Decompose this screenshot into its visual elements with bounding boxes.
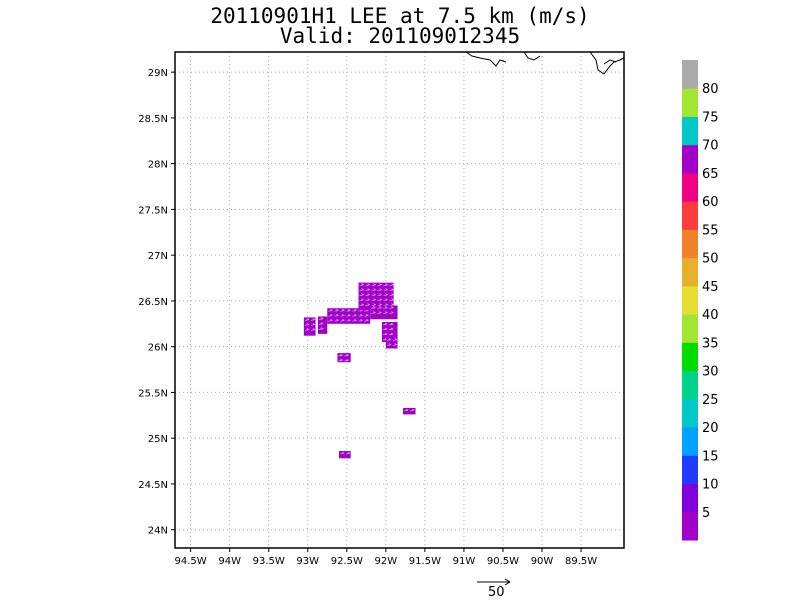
reference-vector: 50 [477,578,511,600]
colorbar-swatch [682,60,698,89]
colorbar-swatch [682,201,698,230]
colorbar-label: 35 [702,336,719,351]
x-tick-label: 90W [531,556,554,567]
y-axis: 24N 24.5N 25N 25.5N 26N 26.5N 27N 27.5N 28N 28.5N… [138,68,175,537]
wind-region [385,337,398,349]
colorbar-swatch [682,257,698,287]
x-tick-label: 92W [375,556,398,567]
y-tick-label: 25.5N [138,388,168,399]
chart-subtitle: Valid: 201109012345 [279,24,521,48]
y-tick-label: 26.5N [138,297,168,308]
y-tick-label: 28N [148,160,168,171]
y-tick-label: 29N [148,68,168,79]
x-tick-label: 91.5W [409,556,441,567]
colorbar-label: 40 [702,308,719,323]
x-tick-label: 90.5W [487,556,519,567]
x-tick-label: 94.5W [175,556,207,567]
colorbar-swatch [682,342,698,372]
colorbar-label: 65 [702,167,719,182]
x-tick-label: 93.5W [253,556,285,567]
wind-region [317,316,328,334]
colorbar-label: 60 [702,195,719,210]
colorbar-label: 5 [702,506,710,521]
y-tick-label: 27N [148,251,168,262]
colorbar-label: 45 [702,280,719,295]
colorbar-swatch [682,370,698,400]
colorbar-label: 15 [702,449,719,464]
y-tick-label: 24.5N [138,480,168,491]
colorbar-label: 70 [702,139,719,154]
y-tick-label: 28.5N [138,114,168,125]
colorbar: 5 10 15 20 25 30 35 40 45 50 55 60 65 70 75 80 [682,60,719,541]
x-tick-label: 93W [296,556,319,567]
x-tick-label: 91W [453,556,476,567]
colorbar-swatch [682,483,698,513]
colorbar-label: 50 [702,252,719,267]
grid-lines [175,52,624,548]
colorbar-swatch [682,427,698,456]
colorbar-swatch [682,285,698,315]
colorbar-swatch [682,398,698,428]
colorbar-swatch [682,116,698,146]
colorbar-label: 20 [702,421,719,436]
wind-regions [303,282,416,459]
colorbar-swatch [682,144,698,174]
chart-title: 20110901H1 LEE at 7.5 km (m/s) [210,4,590,28]
y-tick-label: 26N [148,343,168,354]
y-tick-label: 27.5N [138,205,168,216]
coastline [465,51,625,75]
reference-vector-label: 50 [488,585,505,600]
colorbar-label: 25 [702,393,719,408]
colorbar-swatch [682,88,698,117]
colorbar-label: 30 [702,365,719,380]
colorbar-label: 10 [702,478,719,493]
wind-region [403,407,416,415]
colorbar-swatch [682,229,698,259]
plot-frame [174,51,625,549]
colorbar-swatch [682,455,698,485]
x-tick-label: 92.5W [331,556,363,567]
x-tick-label: 89.5W [565,556,597,567]
colorbar-label: 80 [702,82,719,97]
colorbar-swatch [682,172,698,202]
wind-region [337,353,351,363]
y-tick-label: 25N [148,434,168,445]
y-tick-label: 24N [148,526,168,537]
colorbar-swatch [682,314,698,343]
wind-region [327,308,371,324]
wind-region [338,450,351,459]
colorbar-label: 55 [702,223,719,238]
x-axis: 94.5W 94W 93.5W 93W 92.5W 92W 91.5W 91W 90.5W 90W… [175,548,597,567]
wind-region [370,305,398,320]
wind-region [303,317,316,336]
colorbar-swatch [682,511,698,541]
x-tick-label: 94W [218,556,241,567]
colorbar-label: 75 [702,110,719,125]
